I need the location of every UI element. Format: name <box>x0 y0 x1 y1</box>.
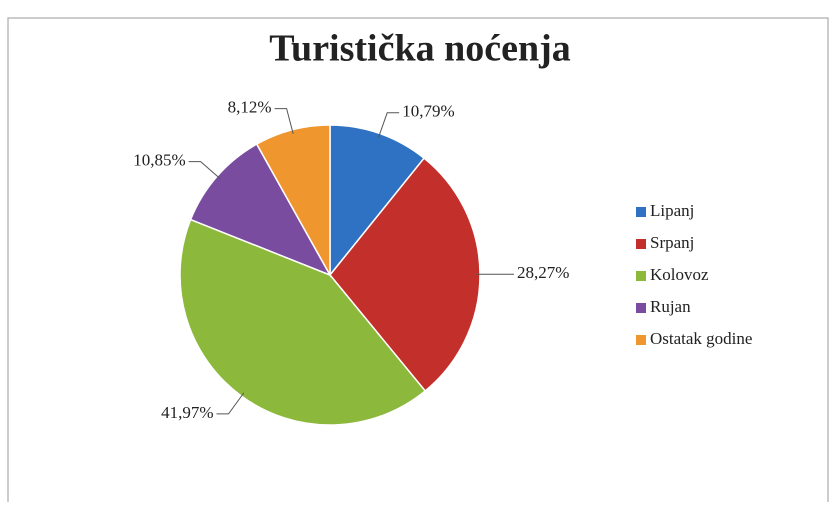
chart-title: Turistička noćenja <box>269 28 571 70</box>
data-label: 28,27% <box>517 263 569 282</box>
data-label: 41,97% <box>161 403 213 422</box>
legend-swatch <box>636 239 646 249</box>
legend-swatch <box>636 207 646 217</box>
data-label: 10,79% <box>402 102 454 121</box>
legend-swatch <box>636 335 646 345</box>
legend-label: Kolovoz <box>650 265 709 284</box>
data-label: 8,12% <box>228 97 272 116</box>
legend-label: Srpanj <box>650 233 694 252</box>
legend-label: Rujan <box>650 297 691 316</box>
data-label: 10,85% <box>133 151 185 170</box>
legend-label: Ostatak godine <box>650 329 752 348</box>
legend-swatch <box>636 303 646 313</box>
legend-swatch <box>636 271 646 281</box>
legend-label: Lipanj <box>650 201 694 220</box>
